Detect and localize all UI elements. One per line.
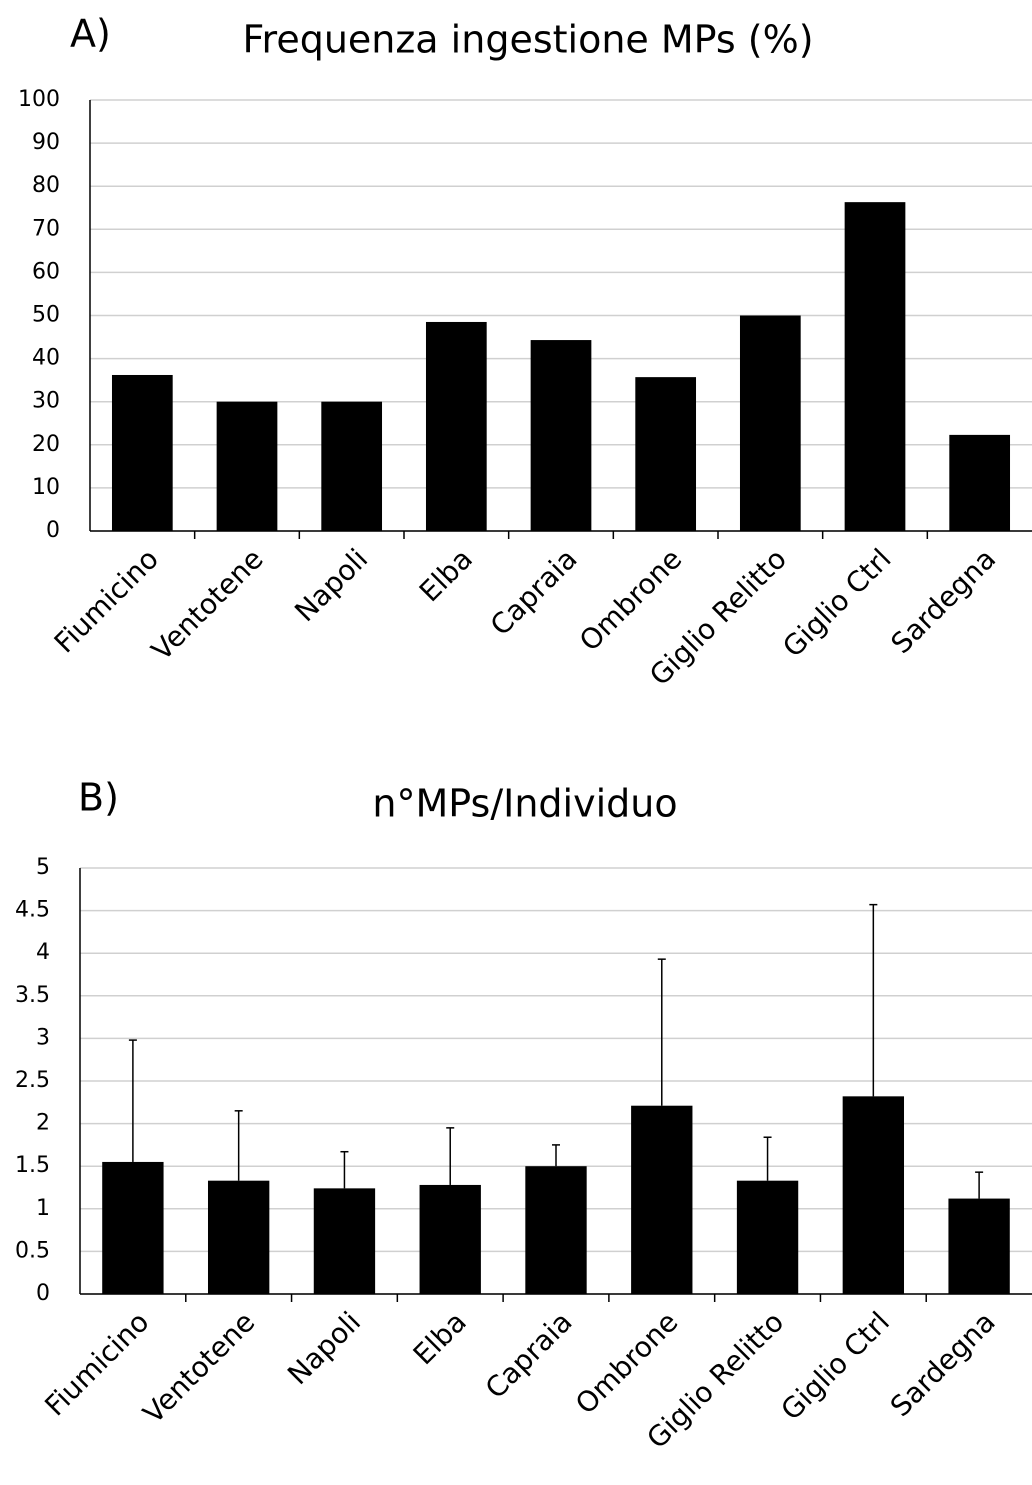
x-tick-label: Elba (413, 542, 479, 608)
bar (635, 377, 697, 531)
x-tick-label: Ombrone (569, 1305, 684, 1420)
y-tick-label: 90 (32, 130, 60, 155)
y-tick-label: 100 (18, 87, 60, 112)
x-tick-label: Napoli (288, 542, 374, 628)
y-tick-label: 60 (32, 259, 60, 284)
x-tick-label: Capraia (484, 542, 584, 642)
bar (631, 1105, 693, 1294)
bar (313, 1188, 376, 1294)
bar (419, 1184, 481, 1294)
y-tick-label: 0.5 (15, 1238, 50, 1263)
y-tick-label: 50 (32, 303, 60, 328)
y-tick-label: 1.5 (15, 1153, 50, 1178)
x-tick-label: Elba (407, 1305, 473, 1371)
panel-label: B) (78, 776, 119, 820)
y-tick-label: 3.5 (15, 983, 50, 1008)
x-tick-label: Sardegna (884, 1305, 1002, 1423)
y-tick-label: 40 (32, 346, 60, 371)
y-tick-label: 10 (32, 475, 60, 500)
bar (321, 401, 383, 531)
y-tick-label: 1 (36, 1196, 50, 1221)
x-tick-label: Capraia (479, 1305, 579, 1405)
x-tick-label: Ventotene (137, 1305, 262, 1430)
bar (530, 340, 592, 531)
x-tick-label: Giglio Ctrl (775, 1305, 896, 1426)
bar (948, 1198, 1010, 1294)
x-tick-label: Ventotene (145, 542, 270, 667)
bar (736, 1180, 799, 1294)
y-tick-label: 4.5 (15, 898, 50, 923)
y-tick-label: 20 (32, 432, 60, 457)
x-tick-label: Giglio Ctrl (776, 542, 897, 663)
y-tick-label: 2 (36, 1111, 50, 1136)
bar (739, 315, 801, 531)
bar (949, 434, 1011, 531)
panel-label: A) (70, 12, 111, 56)
bar (111, 374, 173, 531)
bar (216, 401, 278, 531)
y-tick-label: 0 (36, 1281, 50, 1306)
y-tick-label: 2.5 (15, 1068, 50, 1093)
chart-title: n°MPs/Individuo (372, 782, 677, 826)
bar (525, 1166, 587, 1294)
y-tick-label: 70 (32, 216, 60, 241)
y-tick-label: 5 (36, 855, 50, 880)
bar (425, 321, 487, 531)
y-tick-label: 30 (32, 389, 60, 414)
bar (102, 1161, 164, 1294)
y-tick-label: 4 (36, 940, 50, 965)
chart-title: Frequenza ingestione MPs (%) (242, 18, 813, 62)
x-tick-label: Sardegna (884, 542, 1002, 660)
bar (207, 1180, 270, 1294)
y-tick-label: 80 (32, 173, 60, 198)
bar (842, 1096, 905, 1294)
y-tick-label: 3 (36, 1025, 50, 1050)
bar (844, 202, 906, 531)
y-tick-label: 0 (46, 518, 60, 543)
x-tick-label: Napoli (281, 1305, 367, 1391)
